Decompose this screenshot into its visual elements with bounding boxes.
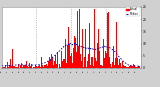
- Legend: Actual, Median: Actual, Median: [126, 7, 140, 16]
